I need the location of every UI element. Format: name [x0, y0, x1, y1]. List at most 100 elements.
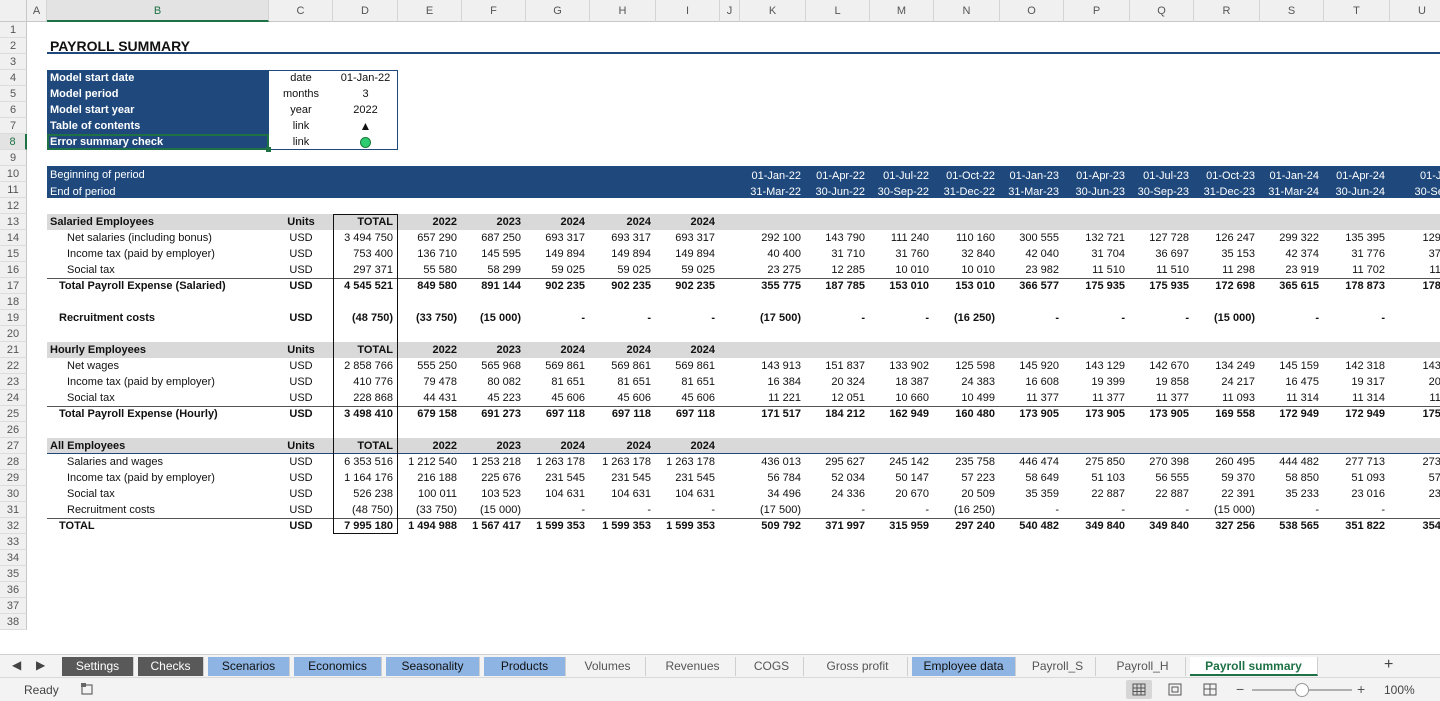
status-ok-icon[interactable]: ● [333, 134, 398, 150]
worksheet-grid[interactable]: A B C D E F G H I J K L M N O P Q R S T U 1 2 3 4 5 6 7 8 9 10 11 12 13 14… [0, 0, 1440, 654]
row-header-25[interactable]: 25 [0, 406, 27, 422]
column-header-S[interactable]: S [1260, 0, 1324, 22]
add-sheet-button[interactable]: + [1384, 656, 1394, 673]
toc-link-icon[interactable]: ▲ [359, 119, 372, 133]
row-units: USD [289, 472, 313, 484]
column-header-Q[interactable]: Q [1130, 0, 1194, 22]
column-header-M[interactable]: M [870, 0, 934, 22]
row-header-22[interactable]: 22 [0, 358, 27, 374]
row-header-33[interactable]: 33 [0, 534, 27, 550]
sheet-tab-settings[interactable]: Settings [62, 657, 134, 676]
row-header-26[interactable]: 26 [0, 422, 27, 438]
row-header-37[interactable]: 37 [0, 598, 27, 614]
zoom-out-button[interactable]: − [1236, 681, 1245, 697]
zoom-in-button[interactable]: + [1357, 681, 1366, 697]
column-header-R[interactable]: R [1194, 0, 1260, 22]
sheet-tab-seasonality[interactable]: Seasonality [386, 657, 480, 676]
row-header-36[interactable]: 36 [0, 582, 27, 598]
sheet-tab-economics[interactable]: Economics [294, 657, 382, 676]
row-period-value: 31 710 [831, 248, 865, 260]
row-header-32[interactable]: 32 [0, 518, 27, 534]
row-header-14[interactable]: 14 [0, 230, 27, 246]
row-header-12[interactable]: 12 [0, 198, 27, 214]
row-year-value: 104 631 [675, 488, 715, 500]
zoom-level[interactable]: 100% [1384, 683, 1415, 697]
page-layout-icon[interactable] [1164, 680, 1186, 699]
row-header-16[interactable]: 16 [0, 262, 27, 278]
fill-handle[interactable] [266, 147, 271, 152]
zoom-slider-thumb[interactable] [1295, 683, 1309, 697]
column-header-U[interactable]: U [1390, 0, 1440, 22]
macro-record-icon[interactable] [80, 682, 94, 696]
column-header-C[interactable]: C [269, 0, 333, 22]
sheet-tab-volumes[interactable]: Volumes [570, 657, 646, 676]
column-header-E[interactable]: E [398, 0, 462, 22]
sheet-tab-revenues[interactable]: Revenues [650, 657, 736, 676]
row-header-7[interactable]: 7 [0, 118, 27, 134]
row-header-30[interactable]: 30 [0, 486, 27, 502]
row-header-9[interactable]: 9 [0, 150, 27, 166]
normal-view-icon[interactable] [1126, 680, 1152, 699]
row-header-10[interactable]: 10 [0, 166, 27, 182]
row-header-3[interactable]: 3 [0, 54, 27, 70]
year-header: 2022 [432, 344, 457, 356]
column-header-G[interactable]: G [526, 0, 590, 22]
row-header-13[interactable]: 13 [0, 214, 27, 230]
row-header-15[interactable]: 15 [0, 246, 27, 262]
column-header-O[interactable]: O [1000, 0, 1064, 22]
column-header-I[interactable]: I [656, 0, 720, 22]
sheet-tab-cogs[interactable]: COGS [740, 657, 804, 676]
row-header-17[interactable]: 17 [0, 278, 27, 294]
column-header-L[interactable]: L [806, 0, 870, 22]
column-header-P[interactable]: P [1064, 0, 1130, 22]
sheet-tab-scenarios[interactable]: Scenarios [208, 657, 290, 676]
row-header-27[interactable]: 27 [0, 438, 27, 454]
sheet-tab-employee-data[interactable]: Employee data [912, 657, 1016, 676]
row-header-1[interactable]: 1 [0, 22, 27, 38]
sheet-tab-gross-profit[interactable]: Gross profit [808, 657, 908, 676]
row-header-38[interactable]: 38 [0, 614, 27, 630]
row-header-24[interactable]: 24 [0, 390, 27, 406]
row-header-29[interactable]: 29 [0, 470, 27, 486]
column-header-B[interactable]: B [47, 0, 269, 22]
row-period-value: 173 905 [1149, 408, 1189, 420]
sheet-tab-checks[interactable]: Checks [138, 657, 204, 676]
row-header-31[interactable]: 31 [0, 502, 27, 518]
row-header-21[interactable]: 21 [0, 342, 27, 358]
row-header-35[interactable]: 35 [0, 566, 27, 582]
row-header-34[interactable]: 34 [0, 550, 27, 566]
row-period-value: - [1185, 504, 1189, 516]
sheet-prev-arrow[interactable]: ◀ [12, 658, 22, 672]
row-header-5[interactable]: 5 [0, 86, 27, 102]
column-header-H[interactable]: H [590, 0, 656, 22]
row-year-value: - [581, 312, 585, 324]
row-year-value: 45 606 [551, 392, 585, 404]
column-header-A[interactable]: A [27, 0, 47, 22]
row-header-8[interactable]: 8 [0, 134, 27, 150]
column-header-T[interactable]: T [1324, 0, 1390, 22]
select-all-corner[interactable] [0, 0, 27, 22]
sheet-tab-payroll-s[interactable]: Payroll_S [1020, 657, 1096, 676]
row-header-19[interactable]: 19 [0, 310, 27, 326]
row-header-23[interactable]: 23 [0, 374, 27, 390]
column-header-J[interactable]: J [720, 0, 740, 22]
row-header-4[interactable]: 4 [0, 70, 27, 86]
row-header-20[interactable]: 20 [0, 326, 27, 342]
row-header-28[interactable]: 28 [0, 454, 27, 470]
selected-cell-B8[interactable] [47, 134, 269, 150]
row-header-2[interactable]: 2 [0, 38, 27, 54]
column-header-F[interactable]: F [462, 0, 526, 22]
page-break-icon[interactable] [1199, 680, 1221, 699]
sheet-tab-payroll-summary[interactable]: Payroll summary [1190, 657, 1318, 676]
column-header-K[interactable]: K [740, 0, 806, 22]
column-header-N[interactable]: N [934, 0, 1000, 22]
sheet-next-arrow[interactable]: ▶ [36, 658, 46, 672]
column-header-D[interactable]: D [333, 0, 398, 22]
row-period-value: 11 221 [768, 392, 801, 404]
sheet-tab-products[interactable]: Products [484, 657, 566, 676]
row-header-11[interactable]: 11 [0, 182, 27, 198]
sheet-tab-payroll-h[interactable]: Payroll_H [1100, 657, 1186, 676]
zoom-slider[interactable] [1252, 683, 1352, 697]
row-header-6[interactable]: 6 [0, 102, 27, 118]
row-header-18[interactable]: 18 [0, 294, 27, 310]
